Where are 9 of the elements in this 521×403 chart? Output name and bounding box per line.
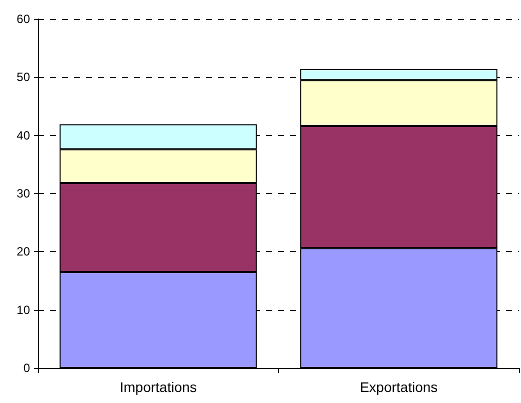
y-tick-label: 10 xyxy=(16,302,30,317)
x-tick-label: Importations xyxy=(120,379,197,395)
y-tick-label: 40 xyxy=(16,128,30,142)
y-tick-label: 20 xyxy=(16,244,30,259)
y-tick-label: 30 xyxy=(16,186,30,200)
y-tick-label: 60 xyxy=(16,12,30,26)
x-tick-label: Exportations xyxy=(360,379,438,395)
y-tick-label: 50 xyxy=(16,70,30,84)
y-tick-label: 0 xyxy=(23,361,30,375)
